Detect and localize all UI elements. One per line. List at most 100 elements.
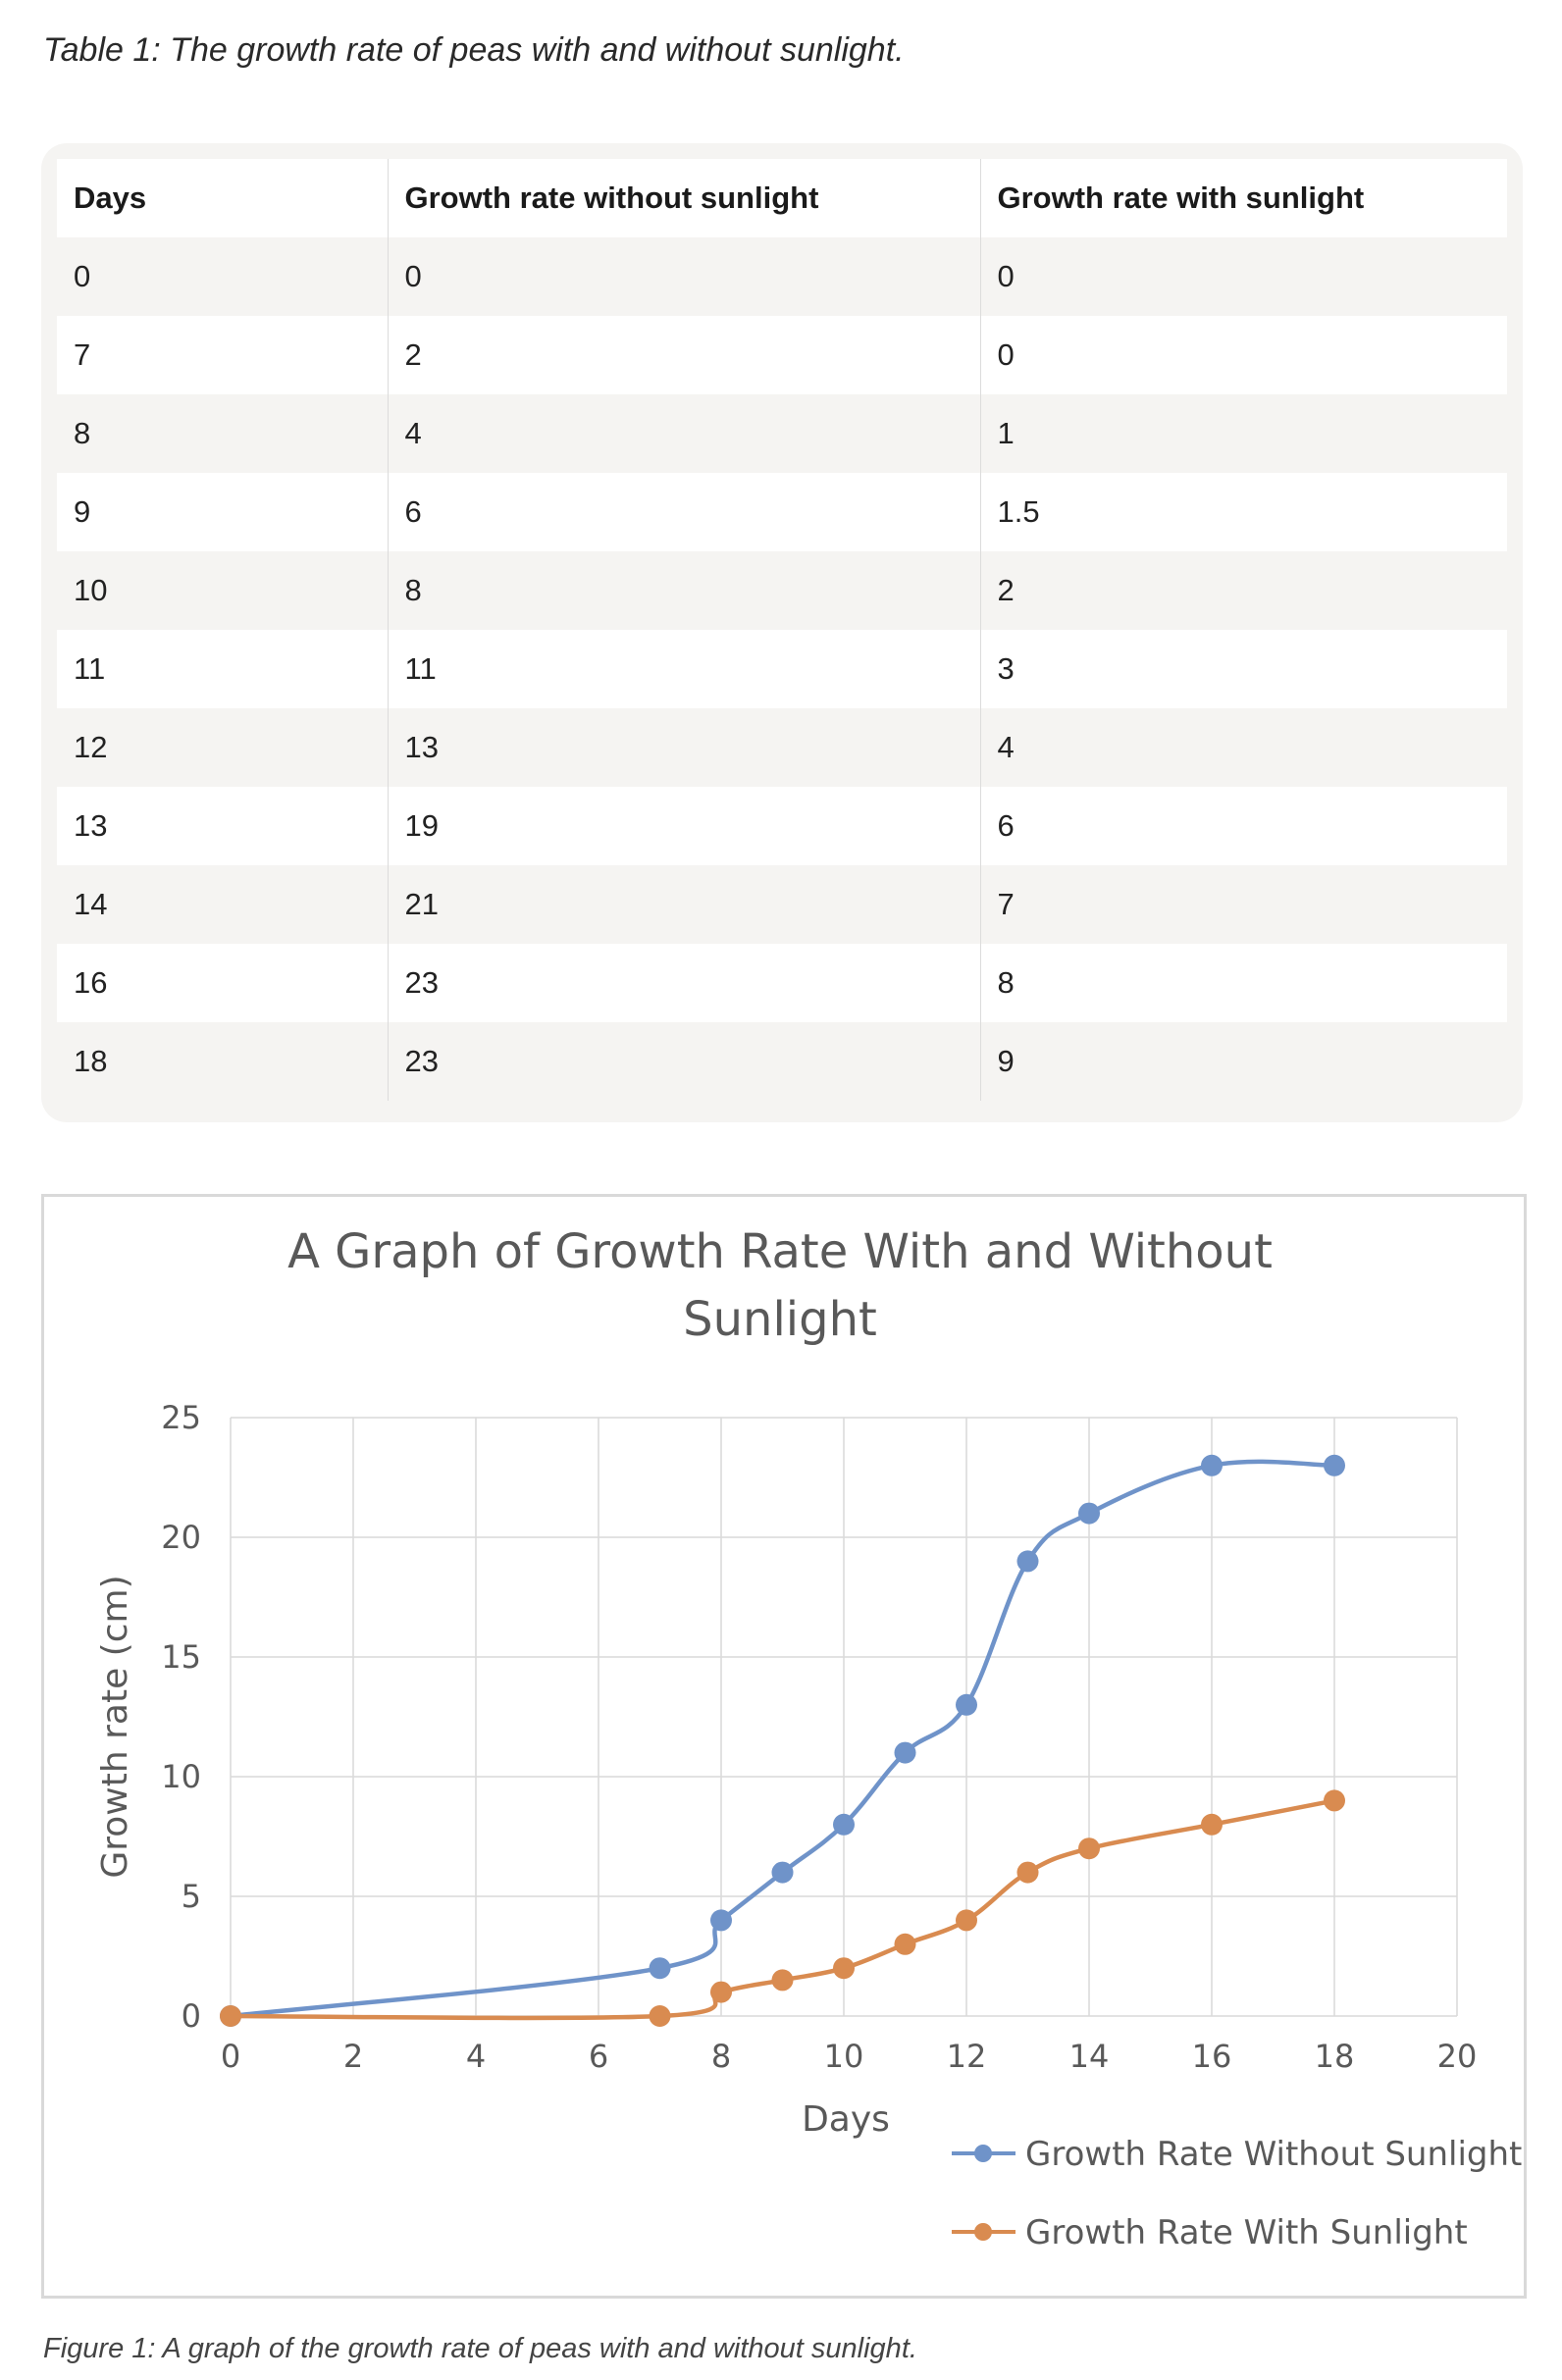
table-header-row: Days Growth rate without sunlight Growth… <box>57 159 1507 237</box>
table-row: 14 21 7 <box>57 865 1507 944</box>
cell-without: 23 <box>388 944 981 1022</box>
data-point-without-sunlight <box>710 1909 732 1932</box>
y-tick-label: 0 <box>182 1997 201 2035</box>
x-tick-label: 20 <box>1437 2038 1478 2075</box>
series-line-without-sunlight <box>230 1459 1335 2019</box>
data-point-without-sunlight <box>1324 1454 1345 1476</box>
x-axis-label: Days <box>802 2099 890 2140</box>
x-tick-label: 10 <box>824 2038 864 2075</box>
legend-swatch-with-dot <box>974 2223 992 2241</box>
x-tick-label: 4 <box>466 2038 486 2075</box>
cell-with: 8 <box>980 944 1507 1022</box>
data-point-with-sunlight <box>1078 1837 1100 1860</box>
cell-with: 0 <box>980 316 1507 394</box>
cell-without: 2 <box>388 316 981 394</box>
data-point-without-sunlight <box>1078 1502 1100 1525</box>
x-tick-label: 0 <box>221 2038 240 2075</box>
data-point-without-sunlight <box>771 1861 794 1884</box>
cell-with: 7 <box>980 865 1507 944</box>
table-caption: Table 1: The growth rate of peas with an… <box>43 31 905 69</box>
legend-label-with: Growth Rate With Sunlight <box>1025 2213 1468 2252</box>
cell-without: 8 <box>388 551 981 630</box>
chart-frame: A Graph of Growth Rate With and Without … <box>41 1194 1527 2299</box>
x-tick-label: 6 <box>589 2038 608 2075</box>
x-tick-label: 2 <box>343 2038 363 2075</box>
cell-without: 0 <box>388 237 981 316</box>
header-without-sunlight: Growth rate without sunlight <box>388 159 981 237</box>
x-tick-label: 12 <box>947 2038 987 2075</box>
cell-days: 12 <box>57 708 389 787</box>
table-row: 13 19 6 <box>57 787 1507 865</box>
growth-chart: A Graph of Growth Rate With and Without … <box>95 1224 1522 2252</box>
cell-days: 0 <box>57 237 389 316</box>
data-point-without-sunlight <box>1201 1454 1223 1476</box>
data-point-with-sunlight <box>1201 1813 1223 1836</box>
data-point-with-sunlight <box>1016 1861 1039 1884</box>
y-tick-label: 10 <box>161 1758 201 1795</box>
chart-title-line-2: Sunlight <box>683 1292 877 1347</box>
y-axis-label: Growth rate (cm) <box>95 1575 135 1878</box>
x-tick-label: 14 <box>1069 2038 1110 2075</box>
x-tick-label: 8 <box>711 2038 731 2075</box>
header-with-sunlight: Growth rate with sunlight <box>980 159 1507 237</box>
cell-with: 2 <box>980 551 1507 630</box>
table-row: 12 13 4 <box>57 708 1507 787</box>
cell-days: 9 <box>57 473 389 551</box>
cell-without: 19 <box>388 787 981 865</box>
cell-with: 6 <box>980 787 1507 865</box>
cell-without: 4 <box>388 394 981 473</box>
data-point-with-sunlight <box>1324 1789 1345 1812</box>
cell-without: 13 <box>388 708 981 787</box>
cell-days: 7 <box>57 316 389 394</box>
data-table-card: Days Growth rate without sunlight Growth… <box>41 143 1523 1122</box>
cell-with: 1.5 <box>980 473 1507 551</box>
cell-without: 21 <box>388 865 981 944</box>
data-point-with-sunlight <box>894 1933 916 1955</box>
cell-days: 13 <box>57 787 389 865</box>
y-tick-label: 5 <box>182 1878 201 1915</box>
data-point-with-sunlight <box>220 2005 241 2027</box>
data-point-with-sunlight <box>833 1957 855 1980</box>
x-tick-label: 18 <box>1315 2038 1355 2075</box>
cell-without: 11 <box>388 630 981 708</box>
data-point-without-sunlight <box>956 1693 977 1716</box>
data-point-with-sunlight <box>710 1981 732 2003</box>
data-point-without-sunlight <box>894 1741 916 1764</box>
y-tick-label: 15 <box>161 1638 201 1676</box>
cell-without: 6 <box>388 473 981 551</box>
cell-without: 23 <box>388 1022 981 1101</box>
table-row: 10 8 2 <box>57 551 1507 630</box>
table-row: 11 11 3 <box>57 630 1507 708</box>
table-row: 18 23 9 <box>57 1022 1507 1101</box>
y-tick-label: 25 <box>161 1399 201 1436</box>
cell-with: 4 <box>980 708 1507 787</box>
x-tick-label: 16 <box>1192 2038 1232 2075</box>
legend-swatch-without-dot <box>974 2145 992 2162</box>
cell-with: 1 <box>980 394 1507 473</box>
data-point-with-sunlight <box>649 2005 671 2027</box>
cell-days: 10 <box>57 551 389 630</box>
header-days: Days <box>57 159 389 237</box>
data-point-without-sunlight <box>833 1813 855 1836</box>
data-point-with-sunlight <box>771 1969 794 1992</box>
y-tick-label: 20 <box>161 1519 201 1556</box>
table-row: 9 6 1.5 <box>57 473 1507 551</box>
cell-with: 3 <box>980 630 1507 708</box>
chart-legend: Growth Rate Without Sunlight Growth Rate… <box>952 2135 1522 2252</box>
cell-with: 9 <box>980 1022 1507 1101</box>
data-point-without-sunlight <box>649 1957 671 1980</box>
cell-days: 18 <box>57 1022 389 1101</box>
data-point-with-sunlight <box>956 1909 977 1932</box>
cell-with: 0 <box>980 237 1507 316</box>
chart-title-line-1: A Graph of Growth Rate With and Without <box>287 1224 1273 1279</box>
cell-days: 16 <box>57 944 389 1022</box>
growth-table: Days Growth rate without sunlight Growth… <box>57 159 1507 1101</box>
table-row: 16 23 8 <box>57 944 1507 1022</box>
cell-days: 8 <box>57 394 389 473</box>
cell-days: 11 <box>57 630 389 708</box>
figure-caption: Figure 1: A graph of the growth rate of … <box>43 2333 917 2364</box>
cell-days: 14 <box>57 865 389 944</box>
